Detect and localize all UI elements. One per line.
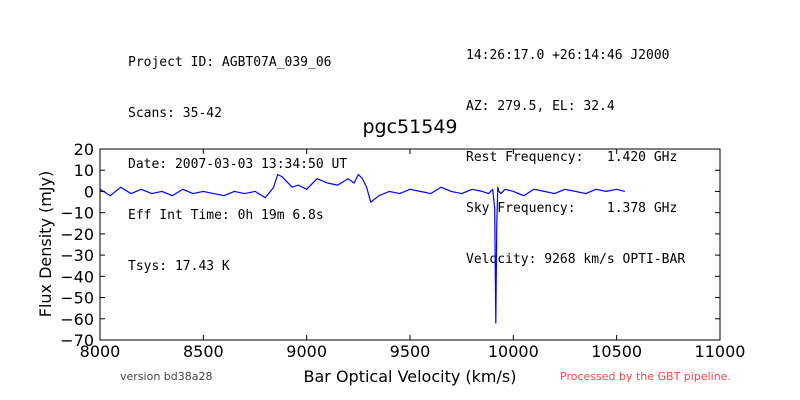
tsys: Tsys: 17.43 K xyxy=(128,259,230,274)
scans: Scans: 35-42 xyxy=(128,106,222,121)
y-tick-label: 10 xyxy=(74,161,94,180)
y-tick-label: −10 xyxy=(60,204,94,223)
x-tick-label: 8000 xyxy=(80,342,121,361)
y-tick-label: −70 xyxy=(60,331,94,350)
rest-frequency: Rest Frequency: 1.420 GHz xyxy=(466,150,678,165)
series-line-0 xyxy=(99,173,626,324)
eff-int-time: Eff Int Time: 0h 19m 6.8s xyxy=(128,208,324,223)
chart-title: pgc51549 xyxy=(362,116,457,138)
y-tick-label: −30 xyxy=(60,246,94,265)
version-label: version bd38a28 xyxy=(120,370,213,383)
x-tick-label: 9000 xyxy=(286,342,327,361)
project-id: Project ID: AGBT07A_039_06 xyxy=(128,55,332,70)
observation-info-left: Project ID: AGBT07A_039_06 Scans: 35-42 … xyxy=(128,20,347,292)
plot-frame xyxy=(99,148,721,341)
y-tick-label: −20 xyxy=(60,225,94,244)
x-tick-label: 9500 xyxy=(390,342,431,361)
velocity: Velocity: 9268 km/s OPTI-BAR xyxy=(466,252,686,267)
coordinates: 14:26:17.0 +26:14:46 J2000 xyxy=(466,48,670,63)
y-tick-label: 0 xyxy=(84,182,94,201)
pipeline-credit: Processed by the GBT pipeline. xyxy=(560,370,731,383)
x-tick-label: 10500 xyxy=(591,342,642,361)
sky-frequency: Sky Frequency: 1.378 GHz xyxy=(466,201,678,216)
x-tick-label: 11000 xyxy=(695,342,746,361)
y-tick-label: −50 xyxy=(60,289,94,308)
y-tick-label: −40 xyxy=(60,267,94,286)
x-tick-label: 10000 xyxy=(488,342,539,361)
date: Date: 2007-03-03 13:34:50 UT xyxy=(128,157,348,172)
x-tick-label: 8500 xyxy=(183,342,224,361)
az-el: AZ: 279.5, EL: 32.4 xyxy=(466,99,615,114)
observation-info-right: 14:26:17.0 +26:14:46 J2000 AZ: 279.5, EL… xyxy=(466,13,685,285)
y-axis-label: Flux Density (mJy) xyxy=(36,171,55,318)
y-tick-label: −60 xyxy=(60,310,94,329)
y-tick-label: 20 xyxy=(74,140,94,159)
x-axis-label: Bar Optical Velocity (km/s) xyxy=(304,367,517,386)
